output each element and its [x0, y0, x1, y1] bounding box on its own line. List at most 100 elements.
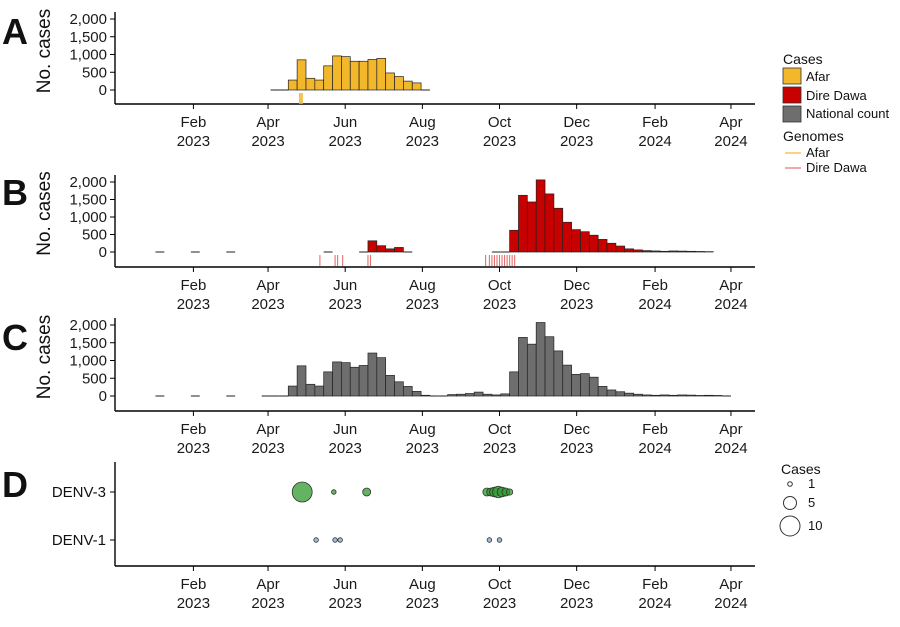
x-tick-month: Apr [256, 114, 279, 131]
x-tick-year: 2023 [329, 595, 362, 612]
y-tick-label: 2,000 [69, 317, 107, 334]
bar-national-count [456, 393, 466, 397]
bar-national-count [385, 375, 395, 397]
x-tick-year: 2024 [714, 296, 747, 313]
x-tick-month: Apr [256, 576, 279, 593]
x-tick-label: Apr 2024 [714, 277, 747, 313]
y-tick-label: 500 [82, 370, 107, 387]
x-tick-month: Aug [409, 114, 436, 131]
panel-a: A Feb 2023 Apr 2023 Jun 2023 Aug 2023 Oct 2023 Dec 2… [2, 9, 755, 150]
x-tick-label: Dec 2023 [560, 114, 593, 150]
x-tick-month: Apr [719, 576, 742, 593]
legend-swatch-national [782, 105, 802, 123]
y-tick-label: 500 [82, 64, 107, 81]
bar-dire-dawa [526, 201, 537, 253]
x-tick-label: Apr 2023 [251, 114, 284, 150]
x-tick-month: Oct [488, 114, 512, 131]
x-tick-label: Oct 2023 [483, 576, 516, 612]
bar-dire-dawa [544, 193, 555, 253]
bar-dire-dawa [677, 250, 688, 253]
y-tick-label: 1,000 [69, 47, 107, 64]
y-tick-label: 1,500 [69, 335, 107, 352]
x-tick-label: Feb 2023 [177, 114, 210, 150]
bar-afar [323, 65, 333, 91]
legend-genome-dire-dawa: Dire Dawa [806, 160, 867, 175]
bar-national-count [349, 366, 360, 397]
x-tick-year: 2024 [714, 133, 747, 150]
bar-national-count [305, 383, 316, 397]
y-tick-label: 500 [82, 227, 107, 244]
x-tick-year: 2023 [329, 440, 362, 457]
x-tick-year: 2023 [251, 440, 284, 457]
bar-national-count [624, 392, 634, 397]
bar-national-count [341, 362, 351, 397]
y-tick-label: 1,000 [69, 353, 107, 370]
panel-letter: B [2, 172, 28, 213]
x-tick-year: 2023 [406, 296, 439, 313]
x-tick-year: 2023 [483, 296, 516, 313]
bar-afar [314, 79, 325, 91]
x-tick-month: Oct [488, 277, 512, 294]
bar-dire-dawa [376, 245, 387, 253]
bar-national-count [615, 391, 626, 397]
point-denv-3 [331, 489, 337, 495]
bar-afar [394, 76, 404, 91]
x-tick-label: Apr 2024 [714, 576, 747, 612]
x-tick-month: Jun [333, 421, 357, 438]
bar-dire-dawa [385, 248, 395, 253]
bar-national-count [491, 394, 502, 397]
bar-national-count [553, 350, 564, 397]
bar-national-count [650, 394, 661, 397]
x-tick-label: Aug 2023 [406, 114, 439, 150]
x-tick-month: Jun [333, 277, 357, 294]
bar-dire-dawa [615, 245, 626, 253]
bar-dire-dawa [597, 239, 608, 253]
bar-national-count [668, 394, 679, 397]
y-axis-label: No. cases [34, 315, 55, 399]
x-tick-month: Jun [333, 114, 357, 131]
bar-national-count [580, 373, 590, 397]
x-tick-year: 2023 [483, 595, 516, 612]
y-tick-label: 0 [99, 388, 107, 405]
bar-dire-dawa [606, 242, 617, 253]
bar-afar [287, 79, 298, 91]
x-tick-year: 2023 [483, 440, 516, 457]
x-tick-year: 2024 [638, 296, 671, 313]
bar-national-count [500, 393, 510, 397]
x-tick-year: 2023 [177, 133, 210, 150]
x-tick-year: 2023 [251, 296, 284, 313]
bar-national-count [695, 395, 705, 397]
point-denv-1 [486, 537, 493, 543]
bar-national-count [597, 386, 608, 397]
bar-afar [385, 72, 395, 91]
bar-national-count [633, 393, 643, 397]
x-tick-year: 2023 [251, 595, 284, 612]
x-tick-month: Feb [642, 277, 668, 294]
x-tick-label: Feb 2023 [177, 576, 210, 612]
x-tick-year: 2023 [406, 595, 439, 612]
x-tick-label: Oct 2023 [483, 114, 516, 150]
y-tick-label: 1,000 [69, 209, 107, 226]
bar-afar [296, 59, 307, 91]
x-tick-year: 2023 [560, 133, 593, 150]
x-tick-year: 2023 [177, 296, 210, 313]
bar-national-count [358, 365, 369, 397]
bar-national-count [544, 336, 555, 397]
y-tick-label: 0 [99, 82, 107, 99]
bar-national-count [518, 337, 528, 397]
x-tick-month: Aug [409, 576, 436, 593]
x-tick-month: Aug [409, 421, 436, 438]
point-denv-3 [291, 481, 313, 503]
x-tick-month: Jun [333, 576, 357, 593]
bar-afar [376, 58, 387, 91]
bar-dire-dawa [518, 194, 528, 253]
bar-national-count [704, 394, 714, 397]
x-tick-label: Dec 2023 [560, 277, 593, 313]
x-tick-month: Feb [180, 576, 206, 593]
x-tick-label: Dec 2023 [560, 421, 593, 457]
x-tick-label: Aug 2023 [406, 277, 439, 313]
x-tick-label: Jun 2023 [329, 114, 362, 150]
bar-dire-dawa [562, 221, 572, 253]
x-tick-year: 2023 [251, 133, 284, 150]
